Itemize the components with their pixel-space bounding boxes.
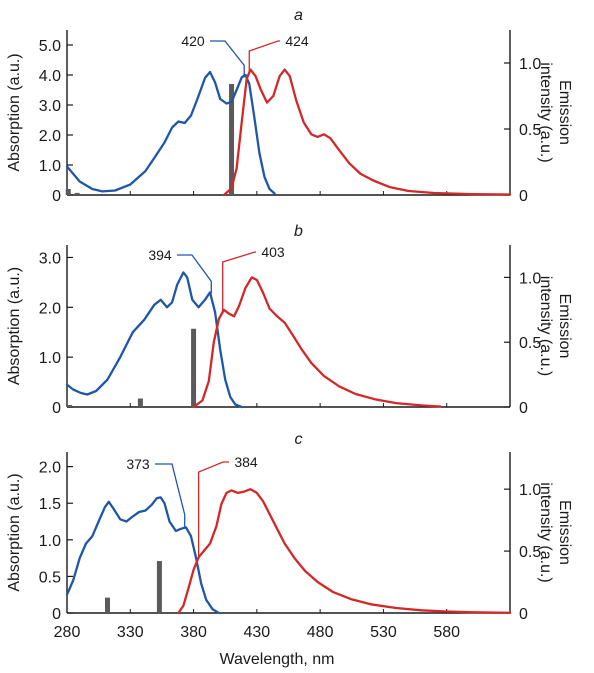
panel-label: b (294, 223, 303, 240)
x-axis-title: Wavelength, nm (219, 651, 334, 668)
panel-label: a (294, 7, 303, 24)
absorption-tick-label: 4.0 (39, 68, 61, 85)
absorption-tick-label: 0 (52, 400, 61, 417)
emission-curve (177, 488, 512, 615)
transition-bar (191, 328, 197, 407)
transition-bar (229, 84, 235, 195)
absorption-tick-label: 1.0 (39, 533, 61, 550)
absorption-tick-label: 2.0 (39, 460, 61, 477)
emission-tick-label: 0.5 (519, 122, 541, 139)
emission-curve (192, 276, 442, 409)
peak-label: 420 (181, 33, 205, 49)
x-tick-label: 430 (244, 624, 271, 641)
emission-tick-label: 0 (519, 606, 528, 623)
transition-bar (137, 398, 143, 407)
absorption-curve (65, 496, 221, 615)
emission-axis-title-line2: intensity (a.u.) (537, 482, 554, 582)
transition-bar (74, 192, 80, 195)
transition-bar (65, 189, 71, 195)
absorption-tick-label: 1.5 (39, 496, 61, 513)
transition-bar (156, 561, 162, 613)
panel-c: c 0 0.5 1.0 1.5 2.0 0 0.5 1.0 Absorption (a.u.) Em… (6, 431, 573, 623)
emission-tick-label: 1.0 (519, 56, 541, 73)
absorption-tick-label: 2.0 (39, 128, 61, 145)
absorption-tick-label: 3.0 (39, 250, 61, 267)
transition-bar (67, 405, 73, 407)
peak-label: 384 (234, 454, 258, 470)
emission-tick-label: 0 (519, 188, 528, 205)
emission-tick-label: 0.5 (519, 335, 541, 352)
absorption-axis-title: Absorption (a.u.) (6, 53, 23, 171)
panel-a: a 0 1.0 2.0 3.0 4.0 5.0 0 0.5 1.0 Absorption (a.u.… (6, 7, 573, 205)
emission-axis-title-line2: intensity (a.u.) (537, 276, 554, 376)
emission-tick-label: 1.0 (519, 482, 541, 499)
peak-leader-line (210, 40, 245, 78)
emission-axis-title-line1: Emission (556, 80, 573, 145)
peak-leader-line (248, 40, 280, 73)
emission-axis-title-line1: Emission (556, 294, 573, 359)
absorption-tick-label: 0 (52, 606, 61, 623)
emission-axis-title-line2: intensity (a.u.) (537, 62, 554, 162)
panel-label: c (295, 431, 303, 448)
emission-tick-label: 0.5 (519, 544, 541, 561)
absorption-tick-label: 0.5 (39, 569, 61, 586)
panel-b: b 0 1.0 2.0 3.0 0 0.5 1.0 Absorption (a.u.) Emiss… (6, 223, 573, 417)
emission-curve (222, 68, 512, 197)
emission-axis-title-line1: Emission (556, 500, 573, 565)
peak-label: 373 (126, 456, 150, 472)
x-tick-label: 380 (180, 624, 207, 641)
x-tick-label: 580 (433, 624, 460, 641)
peak-label: 394 (148, 247, 172, 263)
x-tick-label: 530 (370, 624, 397, 641)
absorption-curve (65, 271, 243, 409)
transition-bar (105, 597, 111, 613)
absorption-tick-label: 2.0 (39, 300, 61, 317)
peak-leader-line (177, 254, 212, 294)
absorption-tick-label: 1.0 (39, 350, 61, 367)
absorption-axis-title: Absorption (a.u.) (6, 267, 23, 385)
emission-tick-label: 0 (519, 400, 528, 417)
emission-tick-label: 1.0 (519, 270, 541, 287)
absorption-axis-title: Absorption (a.u.) (6, 473, 23, 591)
peak-label: 424 (285, 33, 309, 49)
absorption-tick-label: 5.0 (39, 38, 61, 55)
peak-leader-line (197, 461, 229, 558)
x-tick-label: 330 (117, 624, 144, 641)
absorption-tick-label: 1.0 (39, 158, 61, 175)
x-tick-label: 480 (307, 624, 334, 641)
peak-leader-line (222, 251, 256, 314)
x-tick-label: 280 (54, 624, 81, 641)
absorption-curve (65, 70, 276, 195)
peak-leader-line (155, 463, 186, 527)
absorption-tick-label: 0 (52, 188, 61, 205)
peak-label: 403 (261, 244, 285, 260)
absorption-tick-label: 3.0 (39, 98, 61, 115)
